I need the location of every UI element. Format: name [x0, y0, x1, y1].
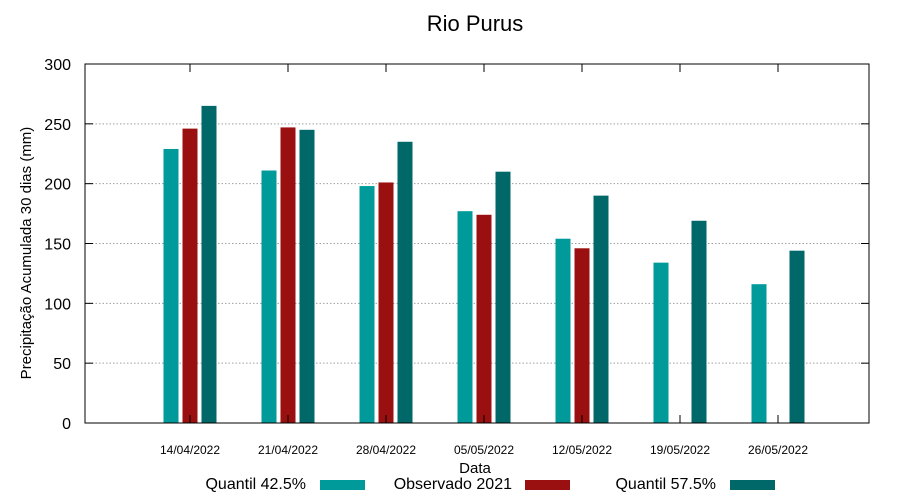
x-tick-label: 12/05/2022: [552, 443, 612, 457]
x-axis: 14/04/2022 21/04/2022 28/04/2022 05/05/2022…: [160, 64, 808, 457]
bar: [280, 127, 296, 423]
y-tick-label: 300: [44, 57, 71, 74]
legend-label: Observado 2021: [394, 476, 512, 493]
y-tick-label: 0: [62, 416, 71, 433]
bar: [653, 262, 669, 423]
bar: [378, 182, 394, 423]
bar: [555, 238, 571, 423]
y-tick-label: 250: [44, 117, 71, 134]
bar: [261, 170, 277, 423]
y-axis: 0 50 100 150 200 250 300: [44, 57, 869, 433]
bar: [751, 284, 767, 423]
bar: [789, 250, 805, 423]
bar: [574, 248, 590, 423]
x-axis-label: Data: [459, 460, 491, 477]
x-tick-label: 28/04/2022: [356, 443, 416, 457]
y-tick-label: 100: [44, 296, 71, 313]
bar: [691, 220, 707, 423]
bar: [495, 171, 511, 423]
bar: [593, 195, 609, 423]
bar: [457, 211, 473, 423]
legend-swatch: [320, 480, 365, 490]
legend-label: Quantil 57.5%: [615, 476, 716, 493]
legend: Quantil 42.5% Observado 2021 Quantil 57.5%: [205, 476, 775, 493]
legend-swatch: [730, 480, 775, 490]
bar: [476, 214, 492, 423]
bar: [201, 105, 217, 423]
bar: [182, 128, 198, 423]
y-tick-label: 200: [44, 177, 71, 194]
x-tick-label: 21/04/2022: [258, 443, 318, 457]
x-tick-label: 05/05/2022: [454, 443, 514, 457]
y-tick-label: 50: [53, 356, 71, 373]
bar: [163, 148, 179, 424]
legend-swatch: [525, 480, 570, 490]
bar: [299, 129, 315, 424]
y-axis-label: Precipitação Acumulada 30 dias (mm): [18, 127, 35, 380]
x-tick-label: 26/05/2022: [748, 443, 808, 457]
x-tick-label: 14/04/2022: [160, 443, 220, 457]
x-tick-label: 19/05/2022: [650, 443, 710, 457]
bars: [163, 105, 805, 424]
bar: [397, 141, 413, 424]
bar: [359, 186, 375, 423]
legend-label: Quantil 42.5%: [205, 476, 306, 493]
chart-title: Rio Purus: [427, 11, 524, 36]
y-tick-label: 150: [44, 237, 71, 254]
